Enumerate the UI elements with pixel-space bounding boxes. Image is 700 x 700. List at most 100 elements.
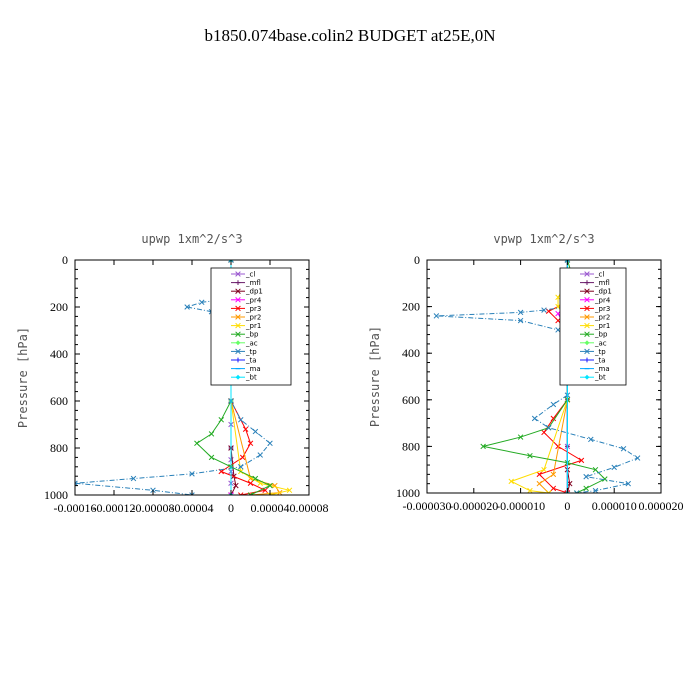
data-point [574,490,580,493]
data-point [130,475,137,482]
y-tick-label: 200 [50,300,68,314]
y-axis-label: Pressure [hPa] [16,327,30,428]
data-point [536,480,543,487]
legend-label: _pr4 [245,296,262,304]
legend-label: _dp1 [594,288,612,296]
chart-panel-2: vpwp 1xm^2/s^3 0 200 400 600 800 1000-0.000030… [368,232,684,513]
y-tick-label: 1000 [396,486,420,500]
data-point [536,471,543,478]
data-point [267,482,273,489]
data-point [545,490,552,493]
data-point [550,401,557,408]
data-point [208,454,215,461]
data-point [578,457,585,464]
legend-item: _tp [580,348,606,356]
panel-title: upwp 1xm^2/s^3 [141,232,242,246]
data-point [602,476,608,482]
legend-item: _cl [231,271,255,279]
legend-label: _cl [245,271,255,279]
legend-marker [235,280,241,285]
legend-item: _ma [580,365,610,373]
data-point [218,417,225,423]
data-point [517,434,524,440]
legend-label: _dp1 [245,288,263,296]
data-point [194,440,200,447]
y-tick-label: 400 [50,347,68,361]
data-point [237,464,244,470]
legend-box [559,267,627,386]
legend-marker [235,322,241,329]
legend-label: _pr2 [594,314,610,322]
y-tick-label: 1000 [44,488,68,502]
legend-item: _bt [231,374,257,382]
y-tick-label: 200 [402,300,420,314]
legend-item: _cl [580,271,604,279]
data-point [541,466,547,473]
y-tick-label: 600 [402,393,420,407]
legend-marker [584,340,590,346]
chart-panel-1: upwp 1xm^2/s^302004006008001000-0.00016-… [16,232,329,515]
legend-item: _bt [580,374,606,382]
legend-item: _dp1 [580,288,612,296]
legend-label: _pr1 [245,322,261,330]
data-point [237,492,244,495]
legend-label: _cl [594,271,604,279]
legend-marker [584,280,590,285]
y-tick-label: 800 [50,441,68,455]
legend-marker [235,340,241,346]
x-tick-label: -0.000030 [403,499,452,513]
legend-marker [235,305,241,312]
legend-marker [235,314,241,320]
y-tick-label: 800 [402,439,420,453]
x-tick-label: 0.00008 [290,501,329,515]
legend-label: _bp [594,331,608,339]
legend-marker [235,271,241,277]
data-point [583,473,589,480]
legend-item: _bp [580,331,608,339]
legend-marker [584,271,590,277]
figure-title: b1850.074base.colin2 BUDGET at25E,0N [204,26,495,45]
legend-label: _pr2 [245,314,261,322]
data-point [620,445,627,452]
data-point [267,492,273,495]
legend-label: _pr3 [245,305,261,313]
legend-marker [235,374,241,380]
y-tick-label: 0 [62,253,68,267]
x-tick-label: -0.000010 [496,499,545,513]
data-point [433,313,440,319]
data-point [252,475,259,482]
data-point [588,436,594,443]
legend: _cl_mfl_dp1_pr4_pr3_pr2_pr1_bp_ac_tp_ta_… [559,267,627,386]
legend-marker [584,322,590,329]
legend-label: _bt [594,374,606,382]
legend-label: _bp [245,331,259,339]
data-point [242,426,249,432]
legend-label: _ma [594,365,610,373]
legend-marker [584,297,590,303]
legend-marker [235,357,241,363]
legend-marker [584,374,590,380]
legend-item: _pr2 [580,314,610,322]
legend-label: _ta [594,357,606,365]
legend-item: _pr4 [231,296,262,304]
legend-item: _bp [231,331,259,339]
data-point [625,480,631,487]
legend-item: _mfl [580,279,610,287]
data-point [286,487,293,494]
legend-item: _pr4 [580,296,611,304]
legend-label: _pr4 [594,296,611,304]
legend-marker [584,331,590,337]
data-point [583,485,589,492]
legend-label: _mfl [594,279,610,287]
data-point [611,464,617,471]
series-line [196,260,272,495]
x-tick-label: 0.000020 [639,499,684,513]
data-point [592,466,599,473]
legend-label: _ta [245,357,257,365]
data-point [75,480,78,487]
legend: _cl_mfl_dp1_pr4_pr3_pr2_pr1_bp_ac_tp_ta_… [210,267,292,386]
data-point [189,471,195,477]
data-point [189,492,195,495]
y-tick-label: 0 [414,253,420,267]
